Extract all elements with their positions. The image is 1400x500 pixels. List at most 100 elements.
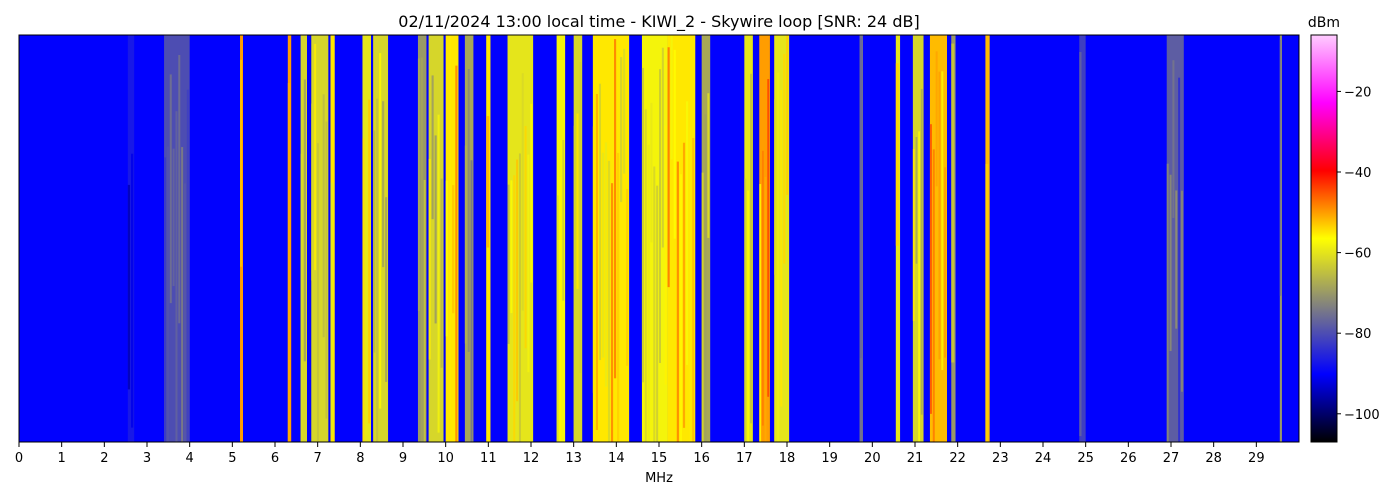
x-tick-label: 2: [100, 451, 108, 466]
signal-texture: [1279, 39, 1282, 296]
signal-band: [330, 35, 335, 442]
signal-texture: [368, 99, 371, 424]
signal-texture: [423, 179, 426, 442]
signal-texture: [692, 138, 695, 442]
signal-texture: [592, 126, 595, 393]
signal-texture: [598, 83, 602, 361]
signal-texture: [186, 89, 189, 442]
signal-texture: [938, 71, 941, 360]
x-tick-label: 20: [864, 451, 881, 466]
signal-texture: [434, 135, 437, 324]
signal-texture: [682, 142, 686, 428]
signal-texture: [382, 101, 385, 268]
signal-band: [701, 35, 711, 442]
signal-texture: [316, 143, 319, 442]
x-tick-label: 6: [271, 451, 279, 466]
signal-texture: [647, 144, 650, 442]
signal-band: [556, 35, 566, 442]
signal-band: [985, 35, 990, 442]
x-tick-label: 27: [1163, 451, 1180, 466]
signal-texture: [470, 160, 473, 442]
signal-texture: [759, 184, 762, 442]
x-tick-label: 24: [1035, 451, 1052, 466]
x-tick-label: 14: [608, 451, 625, 466]
signal-texture: [761, 150, 764, 426]
signal-texture: [747, 190, 750, 442]
signal-texture: [510, 180, 513, 314]
x-tick-label: 4: [186, 451, 194, 466]
colorbar-tick-label: −60: [1344, 247, 1371, 262]
signal-texture: [300, 153, 303, 442]
signal-texture: [287, 83, 291, 442]
signal-texture: [131, 153, 134, 428]
signal-texture: [127, 184, 131, 390]
signal-band-base: [912, 35, 924, 442]
signal-texture: [452, 185, 455, 314]
signal-texture: [178, 54, 181, 324]
signal-texture: [750, 73, 753, 424]
signal-band: [507, 35, 534, 442]
signal-texture: [777, 72, 780, 442]
signal-texture: [644, 109, 647, 442]
colorbar: [1310, 34, 1338, 443]
x-tick-label: 23: [992, 451, 1009, 466]
signal-band: [127, 35, 135, 442]
x-tick-label: 10: [437, 451, 454, 466]
colorbar-axis: −100 −80 −60 −40 −20: [1337, 85, 1380, 423]
signal-band: [428, 35, 444, 442]
signal-texture: [573, 125, 576, 442]
signal-texture: [918, 131, 921, 442]
signal-texture: [944, 167, 947, 358]
signal-texture: [664, 125, 667, 385]
colorbar-tick-label: −20: [1344, 85, 1371, 100]
signal-texture: [559, 176, 562, 442]
signal-band: [1279, 35, 1282, 442]
signal-texture: [385, 197, 388, 382]
signal-texture: [507, 184, 510, 344]
signal-texture: [431, 75, 434, 220]
signal-band: [417, 35, 427, 442]
signal-texture: [686, 101, 689, 365]
signal-band: [641, 35, 668, 442]
signal-texture: [774, 99, 777, 275]
signal-band: [164, 35, 190, 442]
signal-texture: [365, 117, 368, 436]
x-tick-label: 3: [143, 451, 151, 466]
signal-texture: [516, 159, 519, 402]
signal-texture: [859, 38, 862, 359]
signal-texture: [786, 35, 789, 195]
signal-texture: [562, 140, 565, 301]
signal-texture: [445, 180, 448, 337]
signal-texture: [626, 188, 629, 366]
x-tick-label: 28: [1205, 451, 1222, 466]
signal-texture: [314, 43, 317, 271]
colorbar-label: dBm: [1308, 15, 1340, 31]
signal-texture: [656, 185, 659, 442]
x-tick-label: 8: [356, 451, 364, 466]
signal-band: [759, 35, 770, 442]
signal-band: [1079, 35, 1086, 442]
x-tick-label: 7: [314, 451, 322, 466]
signal-texture: [325, 121, 328, 419]
signal-texture: [670, 35, 673, 160]
signal-texture: [524, 125, 527, 349]
signal-texture: [1175, 190, 1178, 329]
signal-texture: [1172, 60, 1175, 218]
signal-texture: [783, 53, 786, 264]
signal-texture: [951, 43, 955, 363]
signal-texture: [689, 127, 692, 442]
signal-band: [486, 35, 491, 442]
signal-texture: [166, 146, 169, 442]
signal-texture: [518, 153, 521, 442]
signal-texture: [1079, 52, 1082, 437]
x-tick-label: 17: [736, 451, 753, 466]
signal-texture: [895, 63, 899, 246]
signal-band: [1166, 35, 1184, 442]
signal-texture: [604, 142, 608, 387]
signal-texture: [679, 174, 683, 442]
signal-texture: [1178, 77, 1181, 442]
signal-texture: [617, 152, 620, 442]
x-tick-label: 12: [523, 451, 540, 466]
signal-band: [912, 35, 924, 442]
signal-texture: [440, 178, 443, 368]
